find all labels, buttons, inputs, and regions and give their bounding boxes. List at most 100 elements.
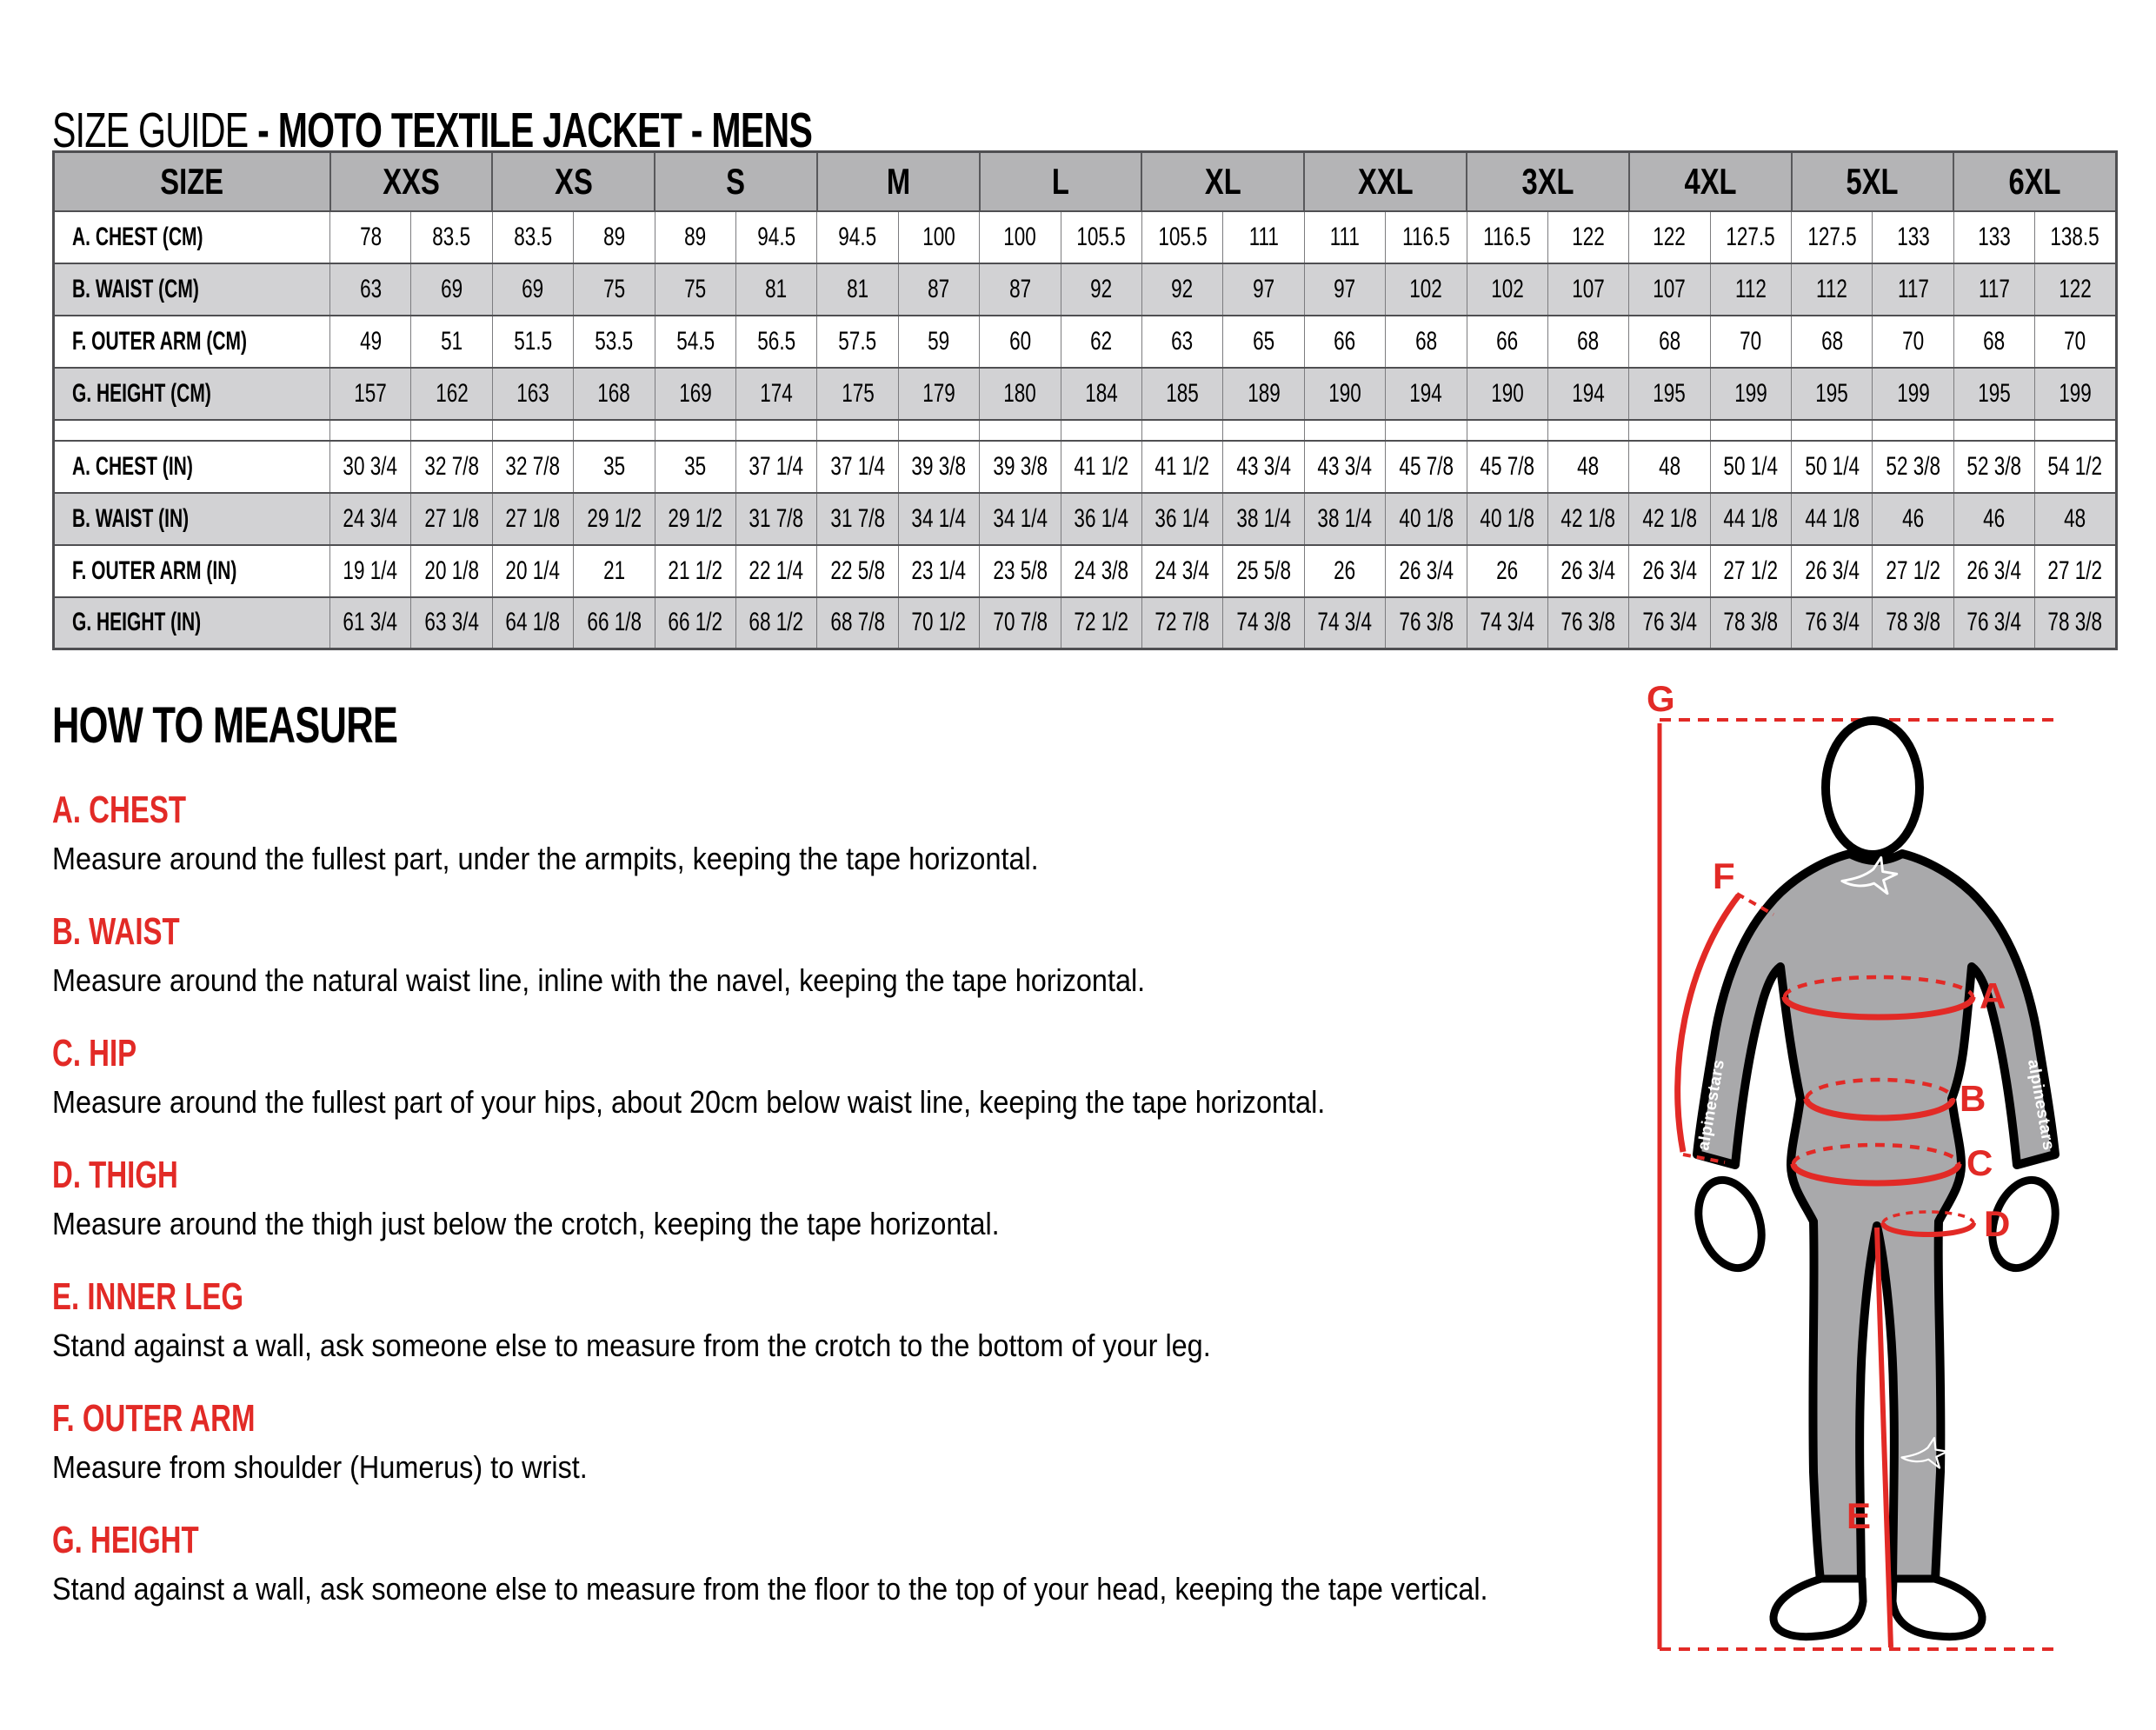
value: 94.5 — [838, 222, 877, 251]
value-cell: 72 1/2 — [1060, 596, 1142, 650]
value-cell: 38 1/4 — [1222, 491, 1305, 546]
value-cell: 122 — [1547, 210, 1630, 264]
value-cell: 61 3/4 — [329, 596, 412, 650]
value-cell: 72 7/8 — [1141, 596, 1224, 650]
value-cell: 53.5 — [573, 314, 655, 369]
value-cell: 29 1/2 — [654, 491, 736, 546]
size-header-m: M — [815, 150, 981, 212]
how-to-measure-heading: HOW TO MEASURE — [52, 697, 398, 754]
value: 68 — [1820, 326, 1843, 356]
value-cell: 78 — [329, 210, 412, 264]
value: 44 1/8 — [1804, 503, 1860, 533]
value: 31 7/8 — [830, 503, 885, 533]
value: 112 — [1734, 274, 1767, 303]
value-cell: 174 — [735, 366, 818, 421]
value: 169 — [678, 378, 712, 408]
value: 49 — [359, 326, 382, 356]
value-cell: 81 — [816, 262, 899, 316]
figure-right-foot — [1888, 1574, 1986, 1641]
value: 25 5/8 — [1236, 556, 1291, 585]
measure-section-text: Measure from shoulder (Humerus) to wrist… — [52, 1449, 588, 1485]
value-cell: 37 1/4 — [816, 439, 899, 494]
value-cell: 107 — [1547, 262, 1630, 316]
measure-section-label: A. CHEST — [52, 788, 187, 831]
value: 105.5 — [1157, 222, 1208, 251]
value-cell: 78 3/8 — [1872, 596, 1954, 650]
value: 94.5 — [757, 222, 796, 251]
value: 32 7/8 — [424, 451, 479, 481]
value: 195 — [1815, 378, 1849, 408]
value: 31 7/8 — [749, 503, 804, 533]
value-cell: 117 — [1872, 262, 1954, 316]
size-header-3xl: 3XL — [1466, 150, 1630, 212]
value: 37 1/4 — [749, 451, 804, 481]
value: 54.5 — [675, 326, 715, 356]
value: 45 7/8 — [1480, 451, 1534, 481]
value: 38 1/4 — [1236, 503, 1291, 533]
value: 57.5 — [838, 326, 877, 356]
value: 21 — [602, 556, 625, 585]
outer-arm-dashed-top — [1736, 892, 1774, 916]
row-label: B. WAIST (IN) — [72, 503, 190, 533]
value: 66 1/2 — [668, 608, 723, 637]
value: 122 — [1572, 222, 1605, 251]
value-cell: 44 1/8 — [1709, 491, 1793, 546]
size-header-xxl: XXL — [1303, 150, 1468, 212]
value-cell: 78 3/8 — [2034, 596, 2117, 650]
value: 76 3/8 — [1560, 608, 1616, 637]
value: 122 — [2059, 274, 2092, 303]
value-cell: 39 3/8 — [897, 439, 981, 494]
value: 26 3/4 — [1399, 556, 1454, 585]
separator-cell — [1709, 418, 1793, 442]
value: 27 1/2 — [2047, 556, 2103, 585]
value: 26 3/4 — [1966, 556, 2022, 585]
value: 74 3/8 — [1236, 608, 1291, 637]
value-cell: 24 3/4 — [1141, 543, 1224, 598]
value-cell: 69 — [410, 262, 493, 316]
size-header-label: 6XL — [2008, 160, 2061, 202]
size-header-6xl: 6XL — [1953, 150, 2118, 212]
value: 27 1/8 — [505, 503, 561, 533]
value: 127.5 — [1726, 222, 1776, 251]
value-cell: 94.5 — [816, 210, 899, 264]
value-cell: 83.5 — [410, 210, 493, 264]
value-cell: 102 — [1466, 262, 1548, 316]
label-g: G — [1647, 678, 1675, 719]
value: 199 — [1734, 378, 1767, 408]
value: 180 — [1003, 378, 1037, 408]
value: 133 — [1896, 222, 1930, 251]
value-cell: 117 — [1953, 262, 2036, 316]
value: 61 3/4 — [343, 608, 398, 637]
measure-section-text: Measure around the fullest part of your … — [52, 1084, 1326, 1120]
value-cell: 180 — [979, 366, 1061, 421]
outer-arm-dashed-bottom — [1682, 1153, 1726, 1164]
value-cell: 45 7/8 — [1385, 439, 1467, 494]
value: 162 — [435, 378, 469, 408]
value-cell: 107 — [1628, 262, 1711, 316]
value-cell: 52 3/8 — [1953, 439, 2036, 494]
label-d: D — [1984, 1203, 2010, 1244]
value: 48 — [1577, 451, 1600, 481]
value: 179 — [922, 378, 955, 408]
value-cell: 65 — [1222, 314, 1305, 369]
value: 32 7/8 — [505, 451, 561, 481]
value: 175 — [841, 378, 875, 408]
value-cell: 56.5 — [735, 314, 818, 369]
value-cell: 112 — [1709, 262, 1793, 316]
value-cell: 19 1/4 — [329, 543, 412, 598]
separator-cell — [1060, 418, 1142, 442]
value: 100 — [922, 222, 955, 251]
value-cell: 157 — [329, 366, 412, 421]
value: 46 — [1902, 503, 1925, 533]
value-cell: 70 — [2034, 314, 2117, 369]
value-cell: 163 — [491, 366, 575, 421]
value-cell: 105.5 — [1141, 210, 1224, 264]
value: 112 — [1816, 274, 1848, 303]
value-cell: 116.5 — [1385, 210, 1467, 264]
table-row: G. HEIGHT (IN) 61 3/4 63 3/4 64 1/8 66 1/8 66… — [53, 596, 2117, 650]
value-cell: 35 — [573, 439, 655, 494]
value-cell: 37 1/4 — [735, 439, 818, 494]
value: 24 3/4 — [343, 503, 398, 533]
measure-section: B. WAIST Measure around the natural wais… — [52, 911, 1617, 1000]
value-cell: 66 1/8 — [573, 596, 655, 650]
